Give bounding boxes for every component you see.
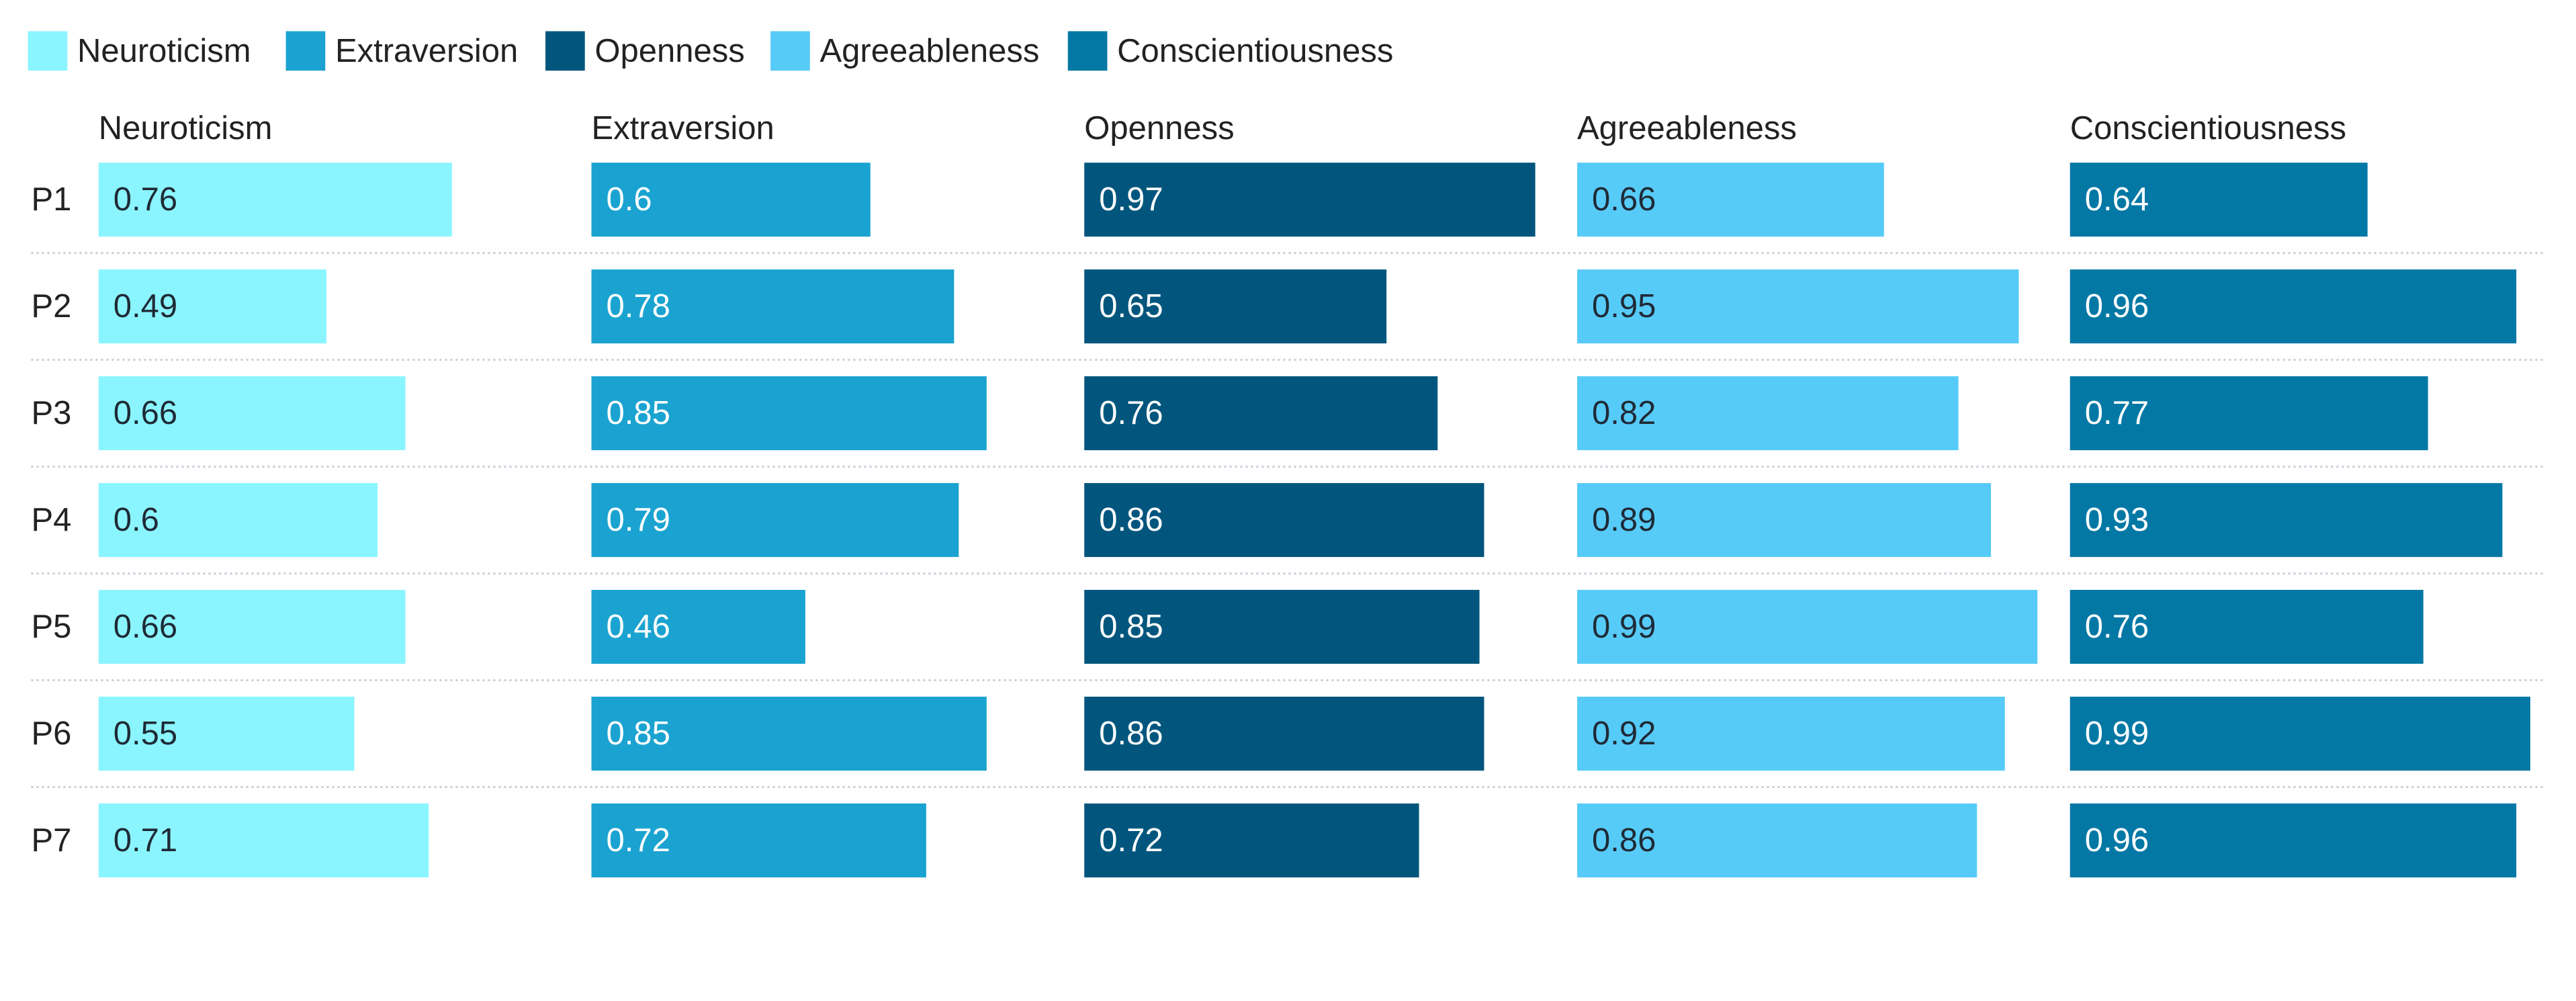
bar-value-label: 0.99 — [2085, 715, 2149, 752]
legend-label-agreeableness: Agreeableness — [819, 33, 1039, 69]
bar-value-label: 0.64 — [2085, 181, 2149, 218]
bar-value-label: 0.95 — [1592, 288, 1656, 324]
bar-conscientiousness-p6 — [2070, 697, 2530, 771]
row-label-p2: P2 — [31, 288, 71, 324]
bar-extraversion-p6 — [591, 697, 987, 771]
bar-extraversion-p3 — [591, 376, 987, 451]
bar-extraversion-p1 — [591, 163, 871, 237]
column-headers: Neuroticism Extraversion Openness Agreeable… — [99, 110, 2346, 146]
row-label-p4: P4 — [31, 502, 71, 538]
bar-value-label: 0.85 — [606, 395, 670, 431]
legend-label-conscientiousness: Conscientiousness — [1117, 33, 1393, 69]
bar-openness-p2 — [1084, 269, 1387, 344]
legend-label-openness: Openness — [594, 33, 744, 69]
bar-openness-p7 — [1084, 803, 1419, 878]
bar-neuroticism-p1 — [98, 163, 452, 237]
legend-label-neuroticism: Neuroticism — [77, 33, 251, 69]
bar-value-label: 0.55 — [114, 715, 177, 752]
bar-agreeableness-p1 — [1576, 163, 1884, 237]
bar-neuroticism-p2 — [98, 269, 326, 344]
bar-conscientiousness-p2 — [2070, 269, 2517, 344]
bar-value-label: 0.85 — [1099, 609, 1163, 645]
legend-swatch-openness — [545, 31, 585, 71]
bar-value-label: 0.96 — [2085, 288, 2149, 324]
row-label-p7: P7 — [31, 822, 71, 859]
bars: 0.76 0.49 0.66 0.6 0.66 0.55 0.71 0.6 0.78 0.85 0.… — [98, 163, 2530, 878]
bar-value-label: 0.79 — [606, 502, 670, 538]
row-label-p3: P3 — [31, 395, 71, 431]
bar-neuroticism-p6 — [98, 697, 355, 771]
bar-value-label: 0.82 — [1592, 395, 1656, 431]
bar-value-label: 0.85 — [606, 715, 670, 752]
bar-extraversion-p2 — [591, 269, 954, 344]
legend: Neuroticism Extraversion Openness Agreeable… — [28, 31, 1393, 71]
bar-extraversion-p7 — [591, 803, 926, 878]
bar-conscientiousness-p7 — [2070, 803, 2517, 878]
bar-agreeableness-p7 — [1576, 803, 1978, 878]
bar-openness-p5 — [1084, 590, 1480, 664]
bar-value-label: 0.93 — [2085, 502, 2149, 538]
legend-swatch-extraversion — [285, 31, 326, 71]
bar-value-label: 0.6 — [114, 502, 159, 538]
bar-value-label: 0.49 — [114, 288, 177, 324]
bar-value-label: 0.72 — [1099, 822, 1163, 859]
legend-swatch-conscientiousness — [1067, 31, 1108, 71]
bar-value-label: 0.97 — [1099, 181, 1163, 218]
row-label-p6: P6 — [31, 715, 71, 752]
legend-swatch-neuroticism — [28, 31, 68, 71]
bar-agreeableness-p4 — [1576, 483, 1991, 558]
bar-agreeableness-p3 — [1576, 376, 1959, 451]
bar-value-label: 0.66 — [114, 609, 177, 645]
row-labels: P1 P2 P3 P4 P5 P6 P7 — [31, 181, 71, 859]
column-header-extraversion: Extraversion — [591, 110, 774, 146]
bar-value-label: 0.71 — [114, 822, 177, 859]
bar-agreeableness-p5 — [1576, 590, 2038, 664]
bar-value-label: 0.92 — [1592, 715, 1656, 752]
bar-agreeableness-p2 — [1576, 269, 2019, 344]
bar-conscientiousness-p5 — [2070, 590, 2424, 664]
bar-conscientiousness-p3 — [2070, 376, 2428, 451]
bar-value-label: 0.66 — [114, 395, 177, 431]
legend-swatch-agreeableness — [770, 31, 810, 71]
bar-value-label: 0.76 — [2085, 609, 2149, 645]
bar-value-label: 0.66 — [1592, 181, 1656, 218]
bar-neuroticism-p3 — [98, 376, 406, 451]
bar-extraversion-p5 — [591, 590, 805, 664]
bar-value-label: 0.76 — [1099, 395, 1163, 431]
row-label-p1: P1 — [31, 181, 71, 218]
bar-conscientiousness-p1 — [2070, 163, 2368, 237]
column-header-agreeableness: Agreeableness — [1577, 110, 1797, 146]
column-header-openness: Openness — [1084, 110, 1234, 146]
bar-neuroticism-p7 — [98, 803, 429, 878]
bar-value-label: 0.86 — [1592, 822, 1656, 859]
bar-value-label: 0.46 — [606, 609, 670, 645]
bar-neuroticism-p4 — [98, 483, 378, 558]
bar-value-label: 0.86 — [1099, 502, 1163, 538]
legend-label-extraversion: Extraversion — [335, 33, 518, 69]
bar-value-label: 0.96 — [2085, 822, 2149, 859]
bar-openness-p1 — [1084, 163, 1536, 237]
bar-value-label: 0.78 — [606, 288, 670, 324]
column-header-conscientiousness: Conscientiousness — [2070, 110, 2346, 146]
bar-neuroticism-p5 — [98, 590, 406, 664]
row-label-p5: P5 — [31, 609, 71, 645]
bar-conscientiousness-p4 — [2070, 483, 2503, 558]
bar-value-label: 0.77 — [2085, 395, 2149, 431]
bar-openness-p6 — [1084, 697, 1484, 771]
bar-value-label: 0.99 — [1592, 609, 1656, 645]
bar-value-label: 0.65 — [1099, 288, 1163, 324]
bar-value-label: 0.89 — [1592, 502, 1656, 538]
bar-extraversion-p4 — [591, 483, 959, 558]
bar-value-label: 0.6 — [606, 181, 652, 218]
bar-value-label: 0.72 — [606, 822, 670, 859]
bar-openness-p4 — [1084, 483, 1484, 558]
bar-value-label: 0.86 — [1099, 715, 1163, 752]
column-header-neuroticism: Neuroticism — [99, 110, 273, 146]
bar-value-label: 0.76 — [114, 181, 177, 218]
bar-agreeableness-p6 — [1576, 697, 2005, 771]
bar-openness-p3 — [1084, 376, 1438, 451]
